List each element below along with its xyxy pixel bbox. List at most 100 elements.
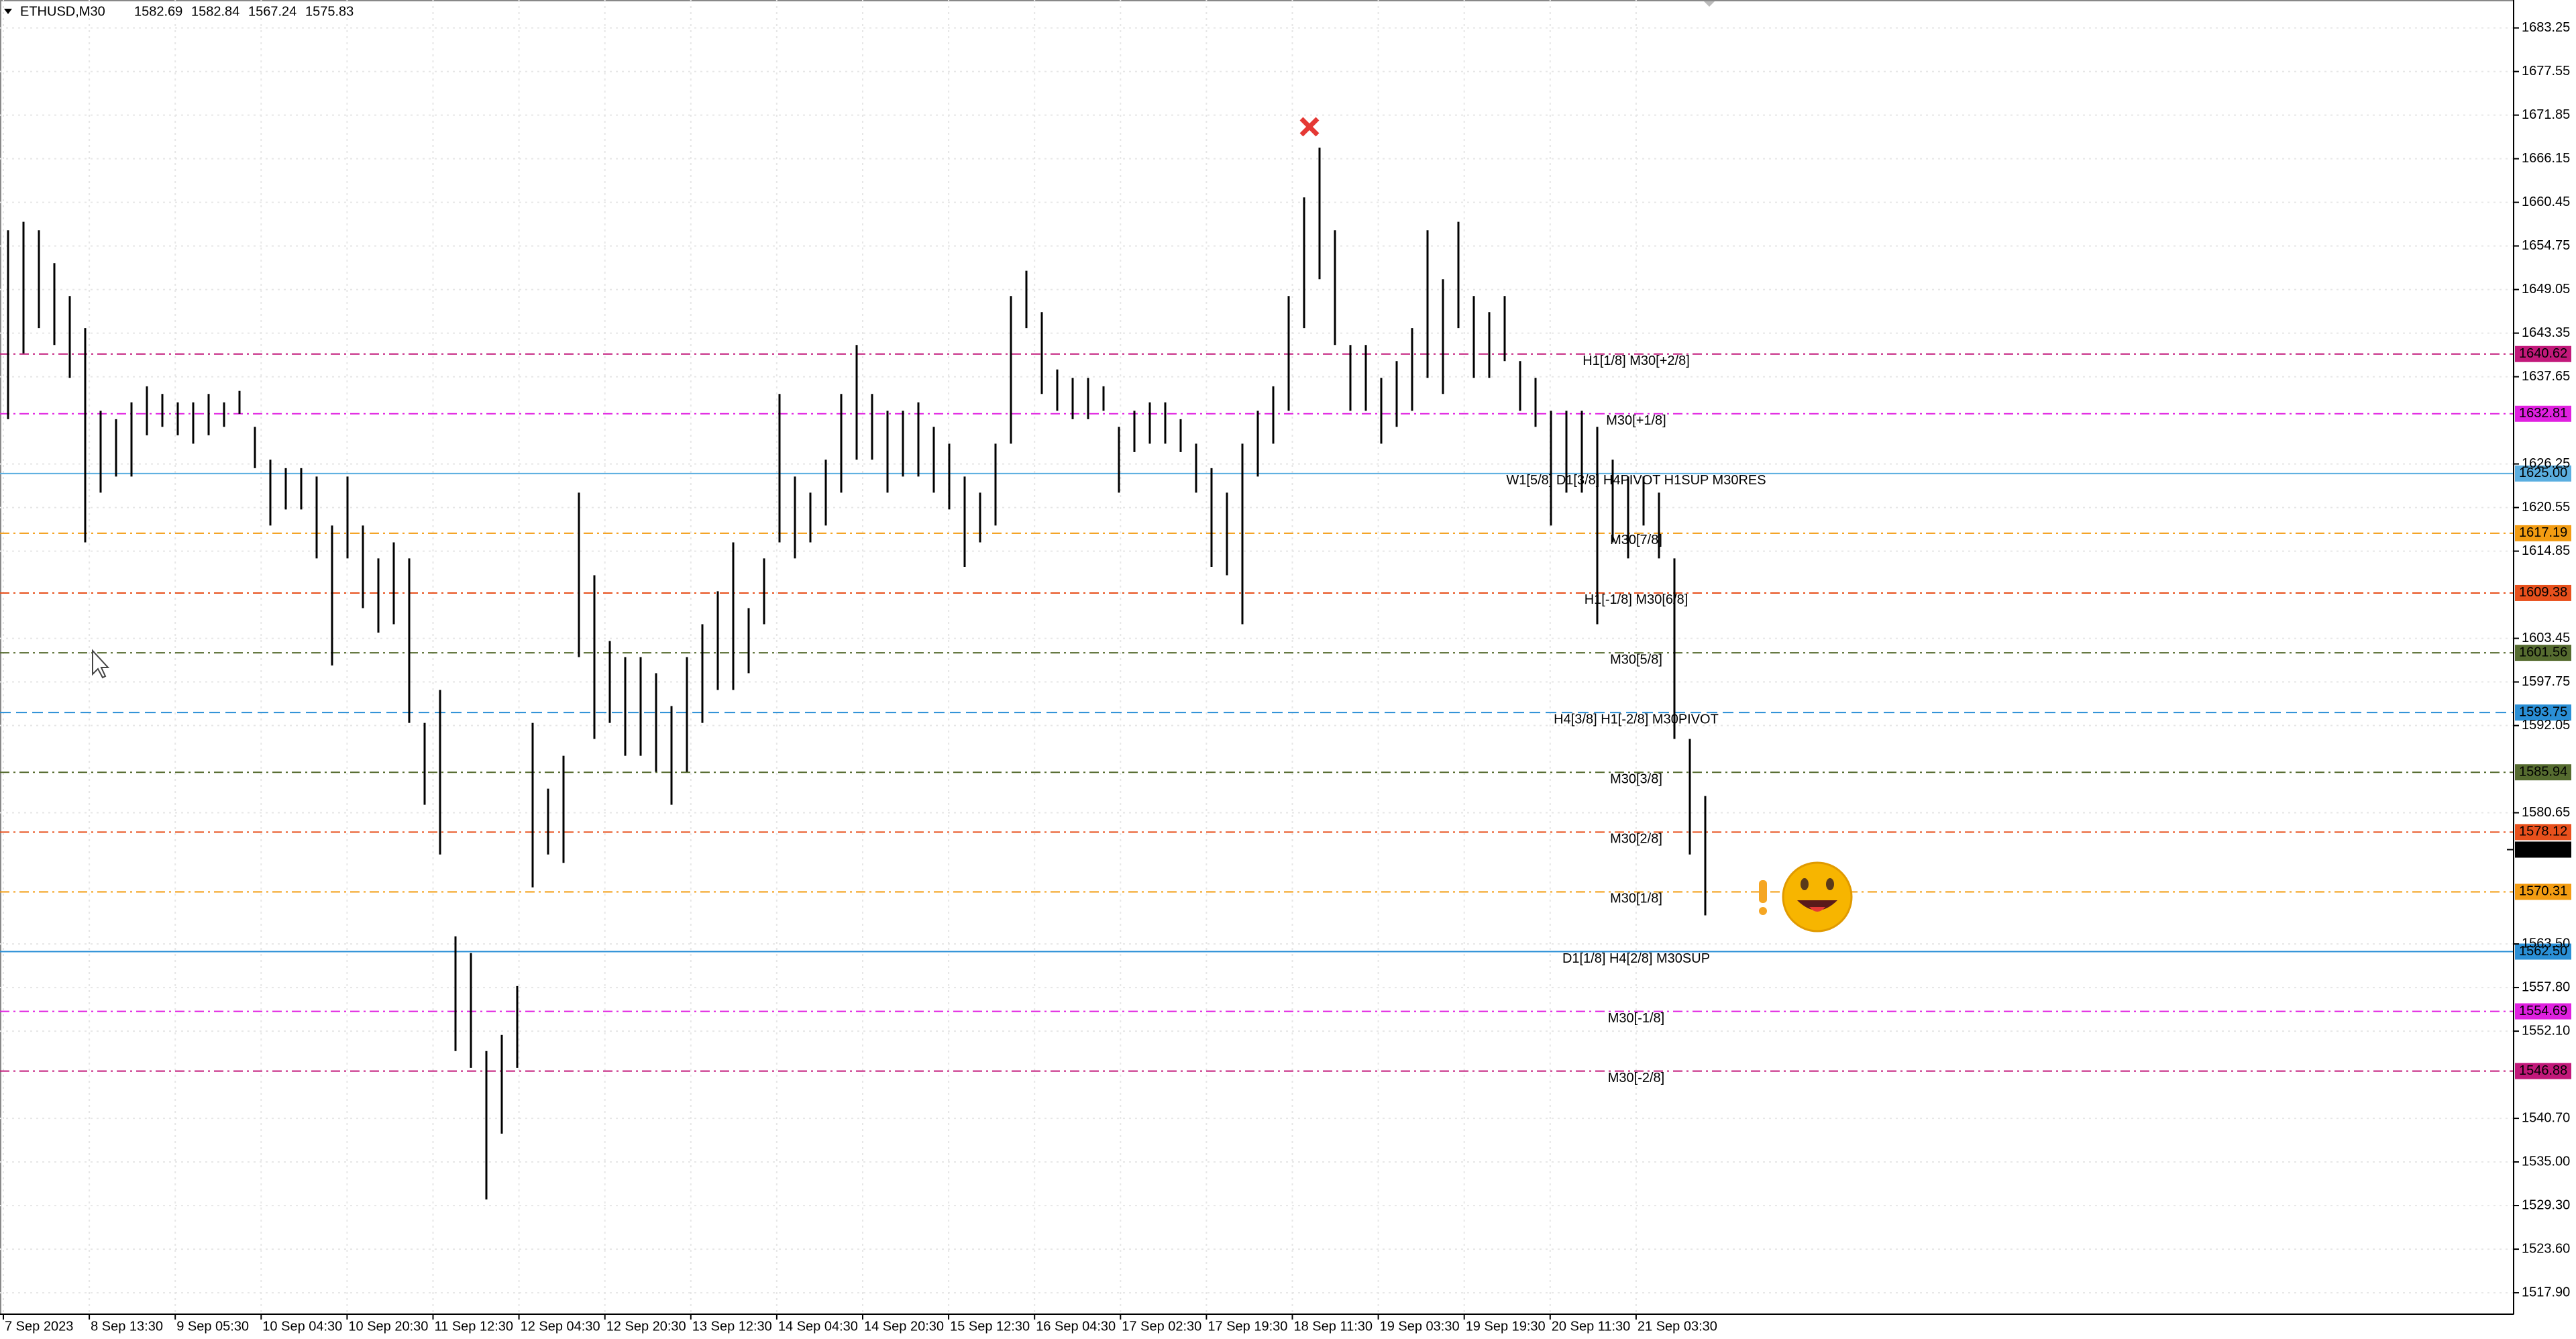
plot-frame [0,0,2514,1315]
price-tag [2515,1063,2571,1079]
y-tick-label: 1614.85 [2522,543,2570,558]
y-tick-label: 1563.50 [2522,936,2570,951]
level-label: H4[3/8] H1[-2/8] M30PIVOT [1554,712,1719,727]
y-tick-label: 1683.25 [2522,20,2570,35]
x-tick-label: 9 Sep 05:30 [176,1319,249,1334]
price-tag [2515,465,2571,482]
header-value: 1575.83 [305,4,354,19]
x-tick-label: 17 Sep 02:30 [1122,1319,1201,1334]
level-label: D1[1/8] H4[2/8] M30SUP [1562,951,1710,966]
x-tick-label: 21 Sep 03:30 [1638,1319,1717,1334]
x-tick-label: 10 Sep 04:30 [262,1319,342,1334]
x-tick-label: 19 Sep 19:30 [1466,1319,1546,1334]
y-tick-label: 1626.25 [2522,456,2570,471]
level-label: M30[2/8] [1610,832,1662,847]
price-tag-label: 1585.94 [2519,765,2567,780]
level-label: M30[1/8] [1610,892,1662,906]
x-tick-label: 12 Sep 20:30 [606,1319,686,1334]
price-tag-label: 1593.75 [2519,704,2567,719]
y-tick-label: 1649.05 [2522,282,2570,297]
price-tag [2515,824,2571,841]
y-tick-label: 1580.65 [2522,805,2570,820]
smiley [1782,861,1853,932]
price-tag-label: 1578.12 [2519,824,2567,839]
price-tag [2515,345,2571,362]
y-tick-label: 1517.90 [2522,1285,2570,1299]
price-tag-label: 1562.50 [2519,944,2567,959]
current-price-tag [2515,841,2571,858]
y-tick-label: 1654.75 [2522,238,2570,253]
y-tick-label: 1620.55 [2522,500,2570,515]
level-label: W1[5/8] D1[3/8] H4PIVOT H1SUP M30RES [1506,473,1766,488]
price-tag-label: 1554.69 [2519,1004,2567,1018]
x-tick-label: 17 Sep 19:30 [1208,1319,1287,1334]
menu-arrow [4,9,12,14]
header-value: 1582.84 [191,4,239,19]
level-label: M30[-2/8] [1608,1071,1664,1085]
x-tick-label: 18 Sep 11:30 [1294,1319,1373,1334]
y-tick-label: 1557.80 [2522,979,2570,994]
x-tick-label: 10 Sep 20:30 [348,1319,428,1334]
price-tag-label: 1640.62 [2519,346,2567,361]
y-tick-label: 1671.85 [2522,107,2570,122]
x-tick-label: 8 Sep 13:30 [91,1319,163,1334]
header-value: 1567.24 [248,4,297,19]
y-tick-label: 1677.55 [2522,64,2570,78]
y-tick-label: 1535.00 [2522,1154,2570,1169]
x-tick-label: 11 Sep 12:30 [435,1319,514,1334]
y-tick-label: 1540.70 [2522,1110,2570,1125]
price-tag-label: 1617.19 [2519,525,2567,540]
levels: H1[1/8] M30[+2/8] 1640.62 M30[+1/8] 1632.81… [0,345,2571,1085]
price-tag [2515,764,2571,781]
x-tick-label: 19 Sep 03:30 [1380,1319,1460,1334]
x-tick-label: 14 Sep 04:30 [778,1319,858,1334]
price-tag-label: 1609.38 [2519,585,2567,600]
level-label: H1[1/8] M30[+2/8] [1582,354,1690,368]
scroll-marker [1704,1,1715,7]
x-tick-label: 16 Sep 04:30 [1036,1319,1116,1334]
price-tag [2515,584,2571,601]
level-label: M30[7/8] [1610,533,1662,547]
level-label: M30[-1/8] [1608,1011,1664,1026]
y-tick-label: 1592.05 [2522,718,2570,733]
y-tick-label: 1643.35 [2522,325,2570,340]
y-tick-label: 1666.15 [2522,151,2570,166]
alert-icon [1759,880,1767,915]
price-tag [2515,883,2571,900]
price-tag-label: 1632.81 [2519,406,2567,421]
price-tag-label: 1570.31 [2519,884,2567,899]
level-label: M30[3/8] [1610,772,1662,787]
price-tag [2515,943,2571,960]
y-tick-label: 1603.45 [2522,631,2570,645]
y-tick-label: 1660.45 [2522,195,2570,209]
x-tick-label: 14 Sep 20:30 [864,1319,944,1334]
current-price-label: 1575.83 [2519,842,2567,857]
y-tick-label: 1637.65 [2522,369,2570,384]
x-tick-label: 20 Sep 11:30 [1552,1319,1631,1334]
price-tag-label: 1601.56 [2519,645,2567,659]
symbol: ETHUSD,M30 [20,4,105,19]
price-tag-label: 1625.00 [2519,466,2567,480]
price-bars [7,148,1707,1199]
marker-cross [1299,117,1320,137]
header-value: 1582.69 [134,4,182,19]
price-tag [2515,704,2571,721]
price-tag [2515,645,2571,661]
x-tick-label: 12 Sep 04:30 [521,1319,600,1334]
y-tick-label: 1523.60 [2522,1241,2570,1256]
y-tick-label: 1552.10 [2522,1023,2570,1038]
x-tick-label: 13 Sep 12:30 [692,1319,772,1334]
y-tick-label: 1529.30 [2522,1197,2570,1212]
header-values: 1582.69 1582.84 1567.24 1575.83 [134,4,354,19]
level-label: M30[5/8] [1610,652,1662,667]
x-tick-label: 15 Sep 12:30 [950,1319,1030,1334]
price-tag [2515,1003,2571,1020]
level-label: H1[-1/8] M30[6/8] [1585,592,1688,607]
price-tag-label: 1546.88 [2519,1063,2567,1078]
price-tag [2515,525,2571,541]
level-label: M30[+1/8] [1606,413,1666,428]
y-tick-label: 1597.75 [2522,674,2570,689]
